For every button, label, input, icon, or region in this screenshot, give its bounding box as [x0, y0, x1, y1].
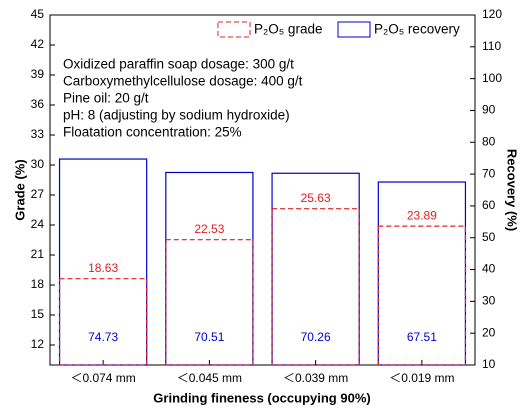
y2-tick-label: 100 — [482, 71, 502, 85]
x-tick-label: ＜0.045 mm — [177, 371, 242, 385]
value-label: 74.73 — [88, 330, 118, 344]
y-tick-label: 45 — [31, 7, 45, 21]
y2-tick-label: 90 — [482, 103, 496, 117]
x-tick-label: ＜0.074 mm — [70, 371, 135, 385]
value-label: 67.51 — [407, 330, 437, 344]
annotation: Oxidized paraffin soap dosage: 300 g/t — [63, 57, 294, 72]
bar — [377, 225, 467, 366]
bar — [165, 239, 254, 366]
y-tick-label: 39 — [31, 67, 45, 81]
annotation: Floatation concentration: 25% — [63, 125, 242, 140]
y2-tick-label: 40 — [482, 262, 496, 276]
y2-tick-label: 30 — [482, 294, 496, 308]
legend-swatch — [337, 21, 371, 38]
annotation: Pine oil: 20 g/t — [63, 91, 149, 106]
value-label: 70.51 — [194, 330, 224, 344]
value-label: 22.53 — [194, 222, 224, 236]
y2-tick-label: 70 — [482, 166, 496, 180]
y-tick-label: 42 — [31, 37, 45, 51]
y2-tick-label: 80 — [482, 134, 496, 148]
annotation: pH: 8 (adjusting by sodium hydroxide) — [63, 108, 290, 123]
y-tick-label: 24 — [31, 217, 45, 231]
bar — [271, 208, 360, 366]
value-label: 70.26 — [301, 330, 331, 344]
bar — [58, 278, 148, 366]
y2-axis-title: Recovery (%) — [505, 149, 520, 231]
x-tick-label: ＜0.039 mm — [283, 371, 348, 385]
value-label: 18.63 — [88, 261, 118, 275]
y-axis-title: Grade (%) — [12, 159, 27, 220]
value-label: 25.63 — [301, 191, 331, 205]
y2-tick-label: 50 — [482, 230, 496, 244]
legend-swatch — [217, 21, 251, 38]
y2-tick-label: 10 — [482, 357, 496, 371]
y-tick-label: 15 — [31, 307, 45, 321]
plot-frame — [49, 14, 476, 366]
value-label: 23.89 — [407, 208, 437, 222]
annotation: Carboxymethylcellulose dosage: 400 g/t — [63, 74, 303, 89]
y-tick-label: 33 — [31, 127, 45, 141]
x-axis-title: Grinding fineness (occupying 90%) — [153, 390, 370, 405]
x-tick-label: ＜0.019 mm — [389, 371, 454, 385]
y-tick-label: 18 — [31, 277, 45, 291]
y-tick-label: 36 — [31, 97, 45, 111]
y2-tick-label: 20 — [482, 325, 496, 339]
y2-tick-label: 120 — [482, 7, 502, 21]
y2-tick-label: 60 — [482, 198, 496, 212]
y-tick-label: 27 — [31, 187, 45, 201]
y-tick-label: 12 — [31, 337, 45, 351]
y-tick-label: 21 — [31, 247, 45, 261]
legend-label: P₂O₅ recovery — [374, 22, 460, 37]
y-tick-label: 30 — [31, 157, 45, 171]
legend-label: P₂O₅ grade — [254, 22, 322, 37]
y2-tick-label: 110 — [482, 39, 501, 53]
